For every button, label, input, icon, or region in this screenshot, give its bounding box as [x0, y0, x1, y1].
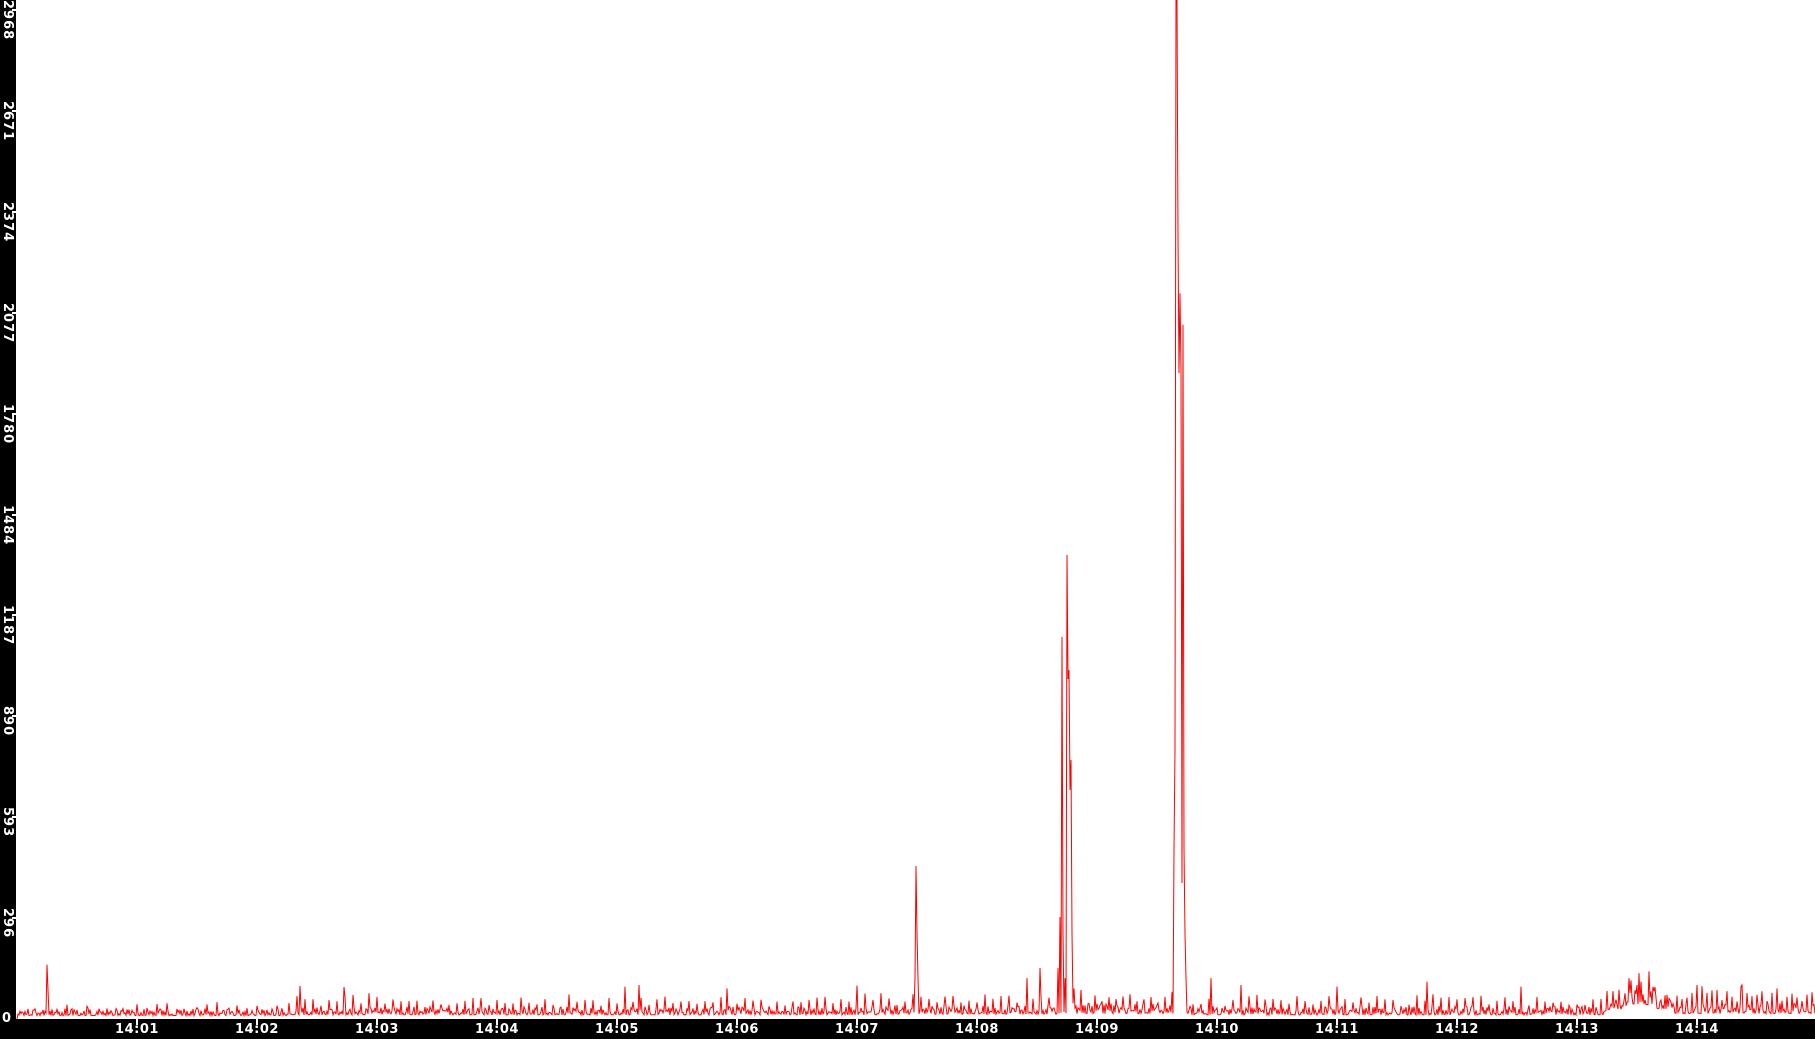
- y-axis-tick-label: 2374: [0, 201, 15, 243]
- y-axis-tick-label: 1780: [0, 403, 15, 445]
- x-axis-tick-label: 14:04: [475, 1022, 519, 1037]
- y-axis-tick: [12, 513, 19, 516]
- x-axis-tick: [1576, 1019, 1578, 1025]
- x-axis-tick-label: 14:02: [235, 1022, 279, 1037]
- x-axis-tick: [136, 1019, 138, 1025]
- x-axis-tick-label: 14:11: [1315, 1022, 1359, 1037]
- y-axis-tick: [12, 109, 19, 112]
- x-axis-tick: [736, 1019, 738, 1025]
- y-axis-tick-label: 2077: [0, 302, 15, 344]
- y-axis-origin-label: 0: [2, 1011, 12, 1026]
- x-axis-tick: [256, 1019, 258, 1025]
- x-axis-tick: [1096, 1019, 1098, 1025]
- y-axis-tick: [12, 210, 19, 213]
- x-axis-tick: [376, 1019, 378, 1025]
- y-axis-tick-label: 1484: [0, 504, 15, 545]
- x-axis-tick-label: 14:10: [1195, 1022, 1239, 1037]
- x-axis-tick: [1216, 1019, 1218, 1025]
- x-axis-tick-label: 14:12: [1435, 1022, 1479, 1037]
- x-axis-tick: [856, 1019, 858, 1025]
- y-axis-tick: [12, 9, 19, 11]
- y-axis-tick-label: 296: [0, 908, 15, 939]
- y-axis-tick-label: 2968: [0, 0, 15, 41]
- x-axis-tick-label: 14:07: [835, 1022, 879, 1037]
- y-axis-tick-label: 1187: [0, 605, 15, 646]
- x-axis: [0, 1019, 1815, 1039]
- y-axis-tick: [12, 917, 19, 920]
- x-axis-tick: [1696, 1019, 1698, 1025]
- x-axis-tick: [496, 1019, 498, 1025]
- x-axis-tick-label: 14:06: [715, 1022, 759, 1037]
- y-axis-tick: [12, 816, 19, 819]
- y-axis-tick-label: 593: [0, 807, 15, 838]
- x-axis-tick-label: 14:13: [1555, 1022, 1599, 1037]
- y-axis: [0, 0, 16, 1019]
- y-axis-tick: [12, 412, 19, 415]
- x-axis-tick: [1456, 1019, 1458, 1025]
- y-axis-tick-label: 2671: [0, 100, 15, 142]
- x-axis-tick-label: 14:05: [595, 1022, 639, 1037]
- y-axis-tick: [12, 715, 19, 718]
- x-axis-tick: [976, 1019, 978, 1025]
- x-axis-tick-label: 14:03: [355, 1022, 399, 1037]
- y-axis-tick: [12, 614, 19, 617]
- y-axis-tick: [12, 311, 19, 314]
- y-axis-tick-label: 890: [0, 706, 15, 737]
- x-axis-tick: [1336, 1019, 1338, 1025]
- x-axis-tick-label: 14:14: [1675, 1022, 1719, 1037]
- x-axis-tick-label: 14:01: [115, 1022, 159, 1037]
- x-axis-tick-label: 14:08: [955, 1022, 999, 1037]
- x-axis-tick: [616, 1019, 618, 1025]
- x-axis-tick-label: 14:09: [1075, 1022, 1119, 1037]
- traffic-series-line: [16, 0, 1815, 1020]
